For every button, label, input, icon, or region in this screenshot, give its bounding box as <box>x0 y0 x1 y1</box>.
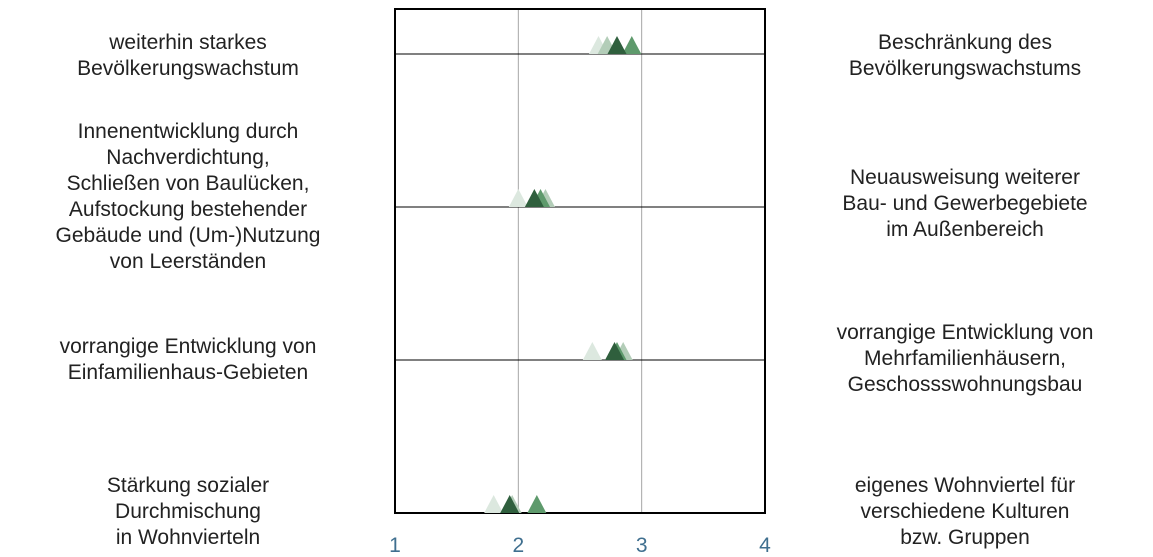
marker-item4-series1 <box>484 495 504 513</box>
right-label-4: eigenes Wohnviertel für verschiedene Kul… <box>854 474 1076 549</box>
marker-item4-series4 <box>500 495 520 513</box>
left-label-1: weiterhin starkes Bevölkerungswachstum <box>77 31 299 80</box>
marker-item3-series1 <box>582 342 602 360</box>
marker-item3-series4 <box>605 342 625 360</box>
marker-item1-series4 <box>607 36 627 54</box>
marker-item4-series3 <box>527 495 547 513</box>
plot-frame <box>394 8 766 514</box>
marker-item2-series1 <box>508 189 528 207</box>
left-label-4: Stärkung sozialer Durchmischung in Wohnv… <box>106 474 270 549</box>
right-label-3: vorrangige Entwicklung von Mehrfamilienh… <box>836 321 1094 396</box>
x-tick-label-3: 3 <box>636 534 648 557</box>
x-tick-label-4: 4 <box>759 534 771 557</box>
right-label-2: Neuausweisung weiterer Bau- und Gewerbeg… <box>842 166 1088 241</box>
right-label-1: Beschränkung des Bevölkerungswachstums <box>848 31 1082 80</box>
marker-item2-series4 <box>524 189 544 207</box>
x-tick-label-2: 2 <box>512 534 524 557</box>
left-label-3: vorrangige Entwicklung von Einfamilienha… <box>59 335 317 384</box>
marker-item1-series3 <box>622 36 642 54</box>
x-tick-label-1: 1 <box>389 534 401 557</box>
left-label-2: Innenentwicklung durch Nachverdichtung, … <box>55 120 321 273</box>
